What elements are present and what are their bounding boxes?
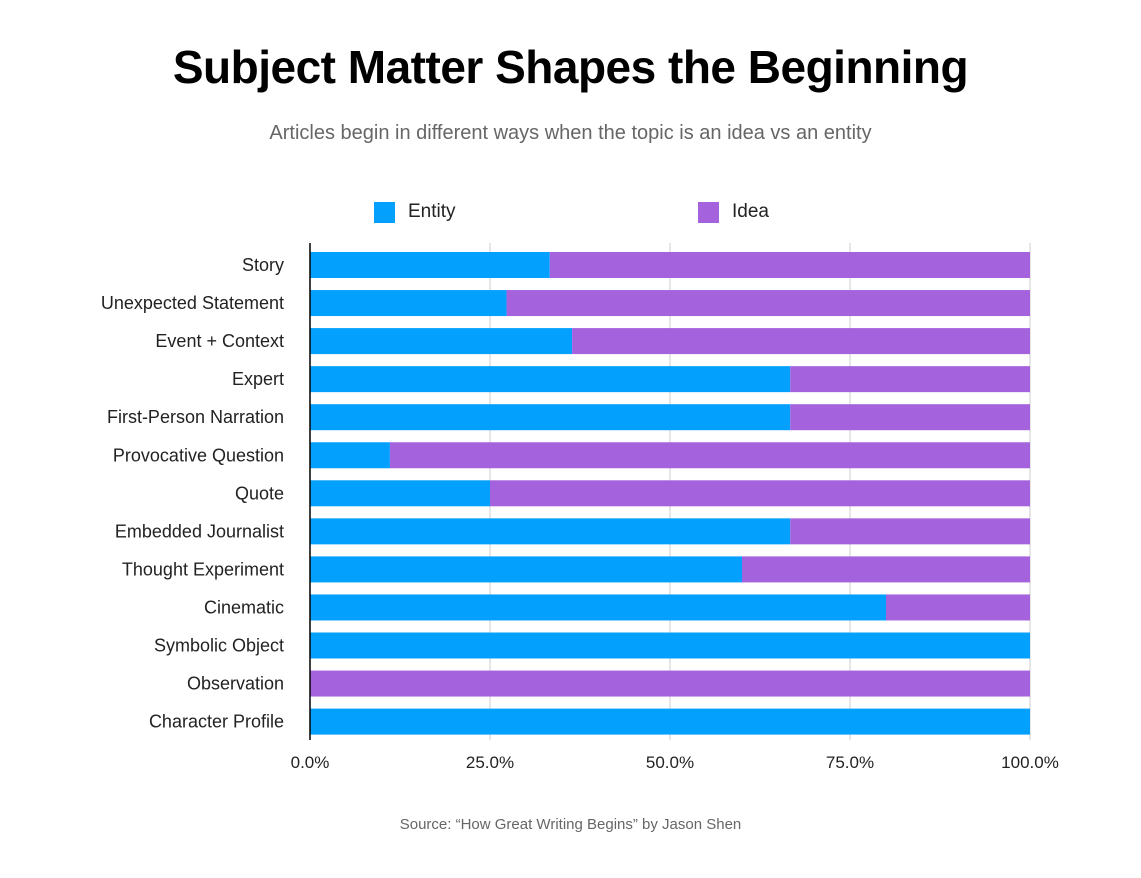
bar-idea: [790, 404, 1030, 431]
bar-entity: [310, 252, 550, 278]
legend-item-idea: Idea: [698, 200, 769, 224]
stacked-bar-chart: 0.0% 25.0% 50.0% 75.0% 100.0% Story Unexpected…: [101, 243, 1059, 772]
bar-entity: [310, 556, 742, 583]
x-tick-label: 0.0%: [291, 753, 330, 772]
bar-entity: [310, 708, 1030, 735]
bar-entity: [310, 328, 573, 355]
category-label: First-Person Narration: [107, 407, 284, 427]
bar-idea: [886, 594, 1030, 621]
x-tick-label: 50.0%: [646, 753, 694, 772]
category-label: Quote: [235, 483, 284, 503]
bar-idea: [389, 442, 1030, 469]
bar-idea: [506, 290, 1030, 317]
category-label: Unexpected Statement: [101, 293, 284, 313]
chart-subtitle: Articles begin in different ways when th…: [269, 122, 872, 144]
bar-idea: [790, 366, 1030, 393]
bar-entity: [310, 404, 791, 431]
bar-entity: [310, 442, 390, 469]
source-note: Source: “How Great Writing Begins” by Ja…: [399, 816, 742, 833]
bar-entity: [310, 594, 886, 621]
bar-entity: [310, 290, 507, 317]
x-tick-label: 75.0%: [826, 753, 874, 772]
bar-idea: [790, 518, 1030, 545]
category-label: Expert: [232, 369, 284, 389]
bar-entity: [310, 480, 490, 507]
x-tick-label: 100.0%: [1001, 753, 1059, 772]
category-label: Provocative Question: [113, 445, 284, 465]
category-label: Event + Context: [155, 331, 284, 351]
bar-idea: [490, 480, 1030, 507]
bar-entity: [310, 366, 791, 393]
category-label: Embedded Journalist: [115, 521, 284, 541]
bar-entity: [310, 518, 791, 545]
legend-item-entity: Entity: [374, 200, 456, 224]
category-label: Observation: [187, 674, 284, 694]
category-label: Character Profile: [149, 712, 284, 732]
bar-idea: [742, 556, 1030, 583]
category-label: Thought Experiment: [122, 559, 284, 579]
legend-swatch-idea: [698, 201, 719, 223]
legend-label-entity: Entity: [408, 201, 456, 222]
bar-entity: [310, 632, 1030, 659]
bar-idea: [549, 252, 1030, 278]
x-tick-label: 25.0%: [466, 753, 514, 772]
legend-swatch-entity: [374, 201, 395, 223]
legend-label-idea: Idea: [732, 201, 769, 222]
chart-title: Subject Matter Shapes the Beginning: [172, 41, 969, 93]
bar-idea: [572, 328, 1030, 355]
category-label: Symbolic Object: [154, 636, 284, 656]
category-label: Story: [242, 255, 284, 275]
category-label: Cinematic: [204, 597, 284, 617]
bar-idea: [310, 670, 1030, 697]
